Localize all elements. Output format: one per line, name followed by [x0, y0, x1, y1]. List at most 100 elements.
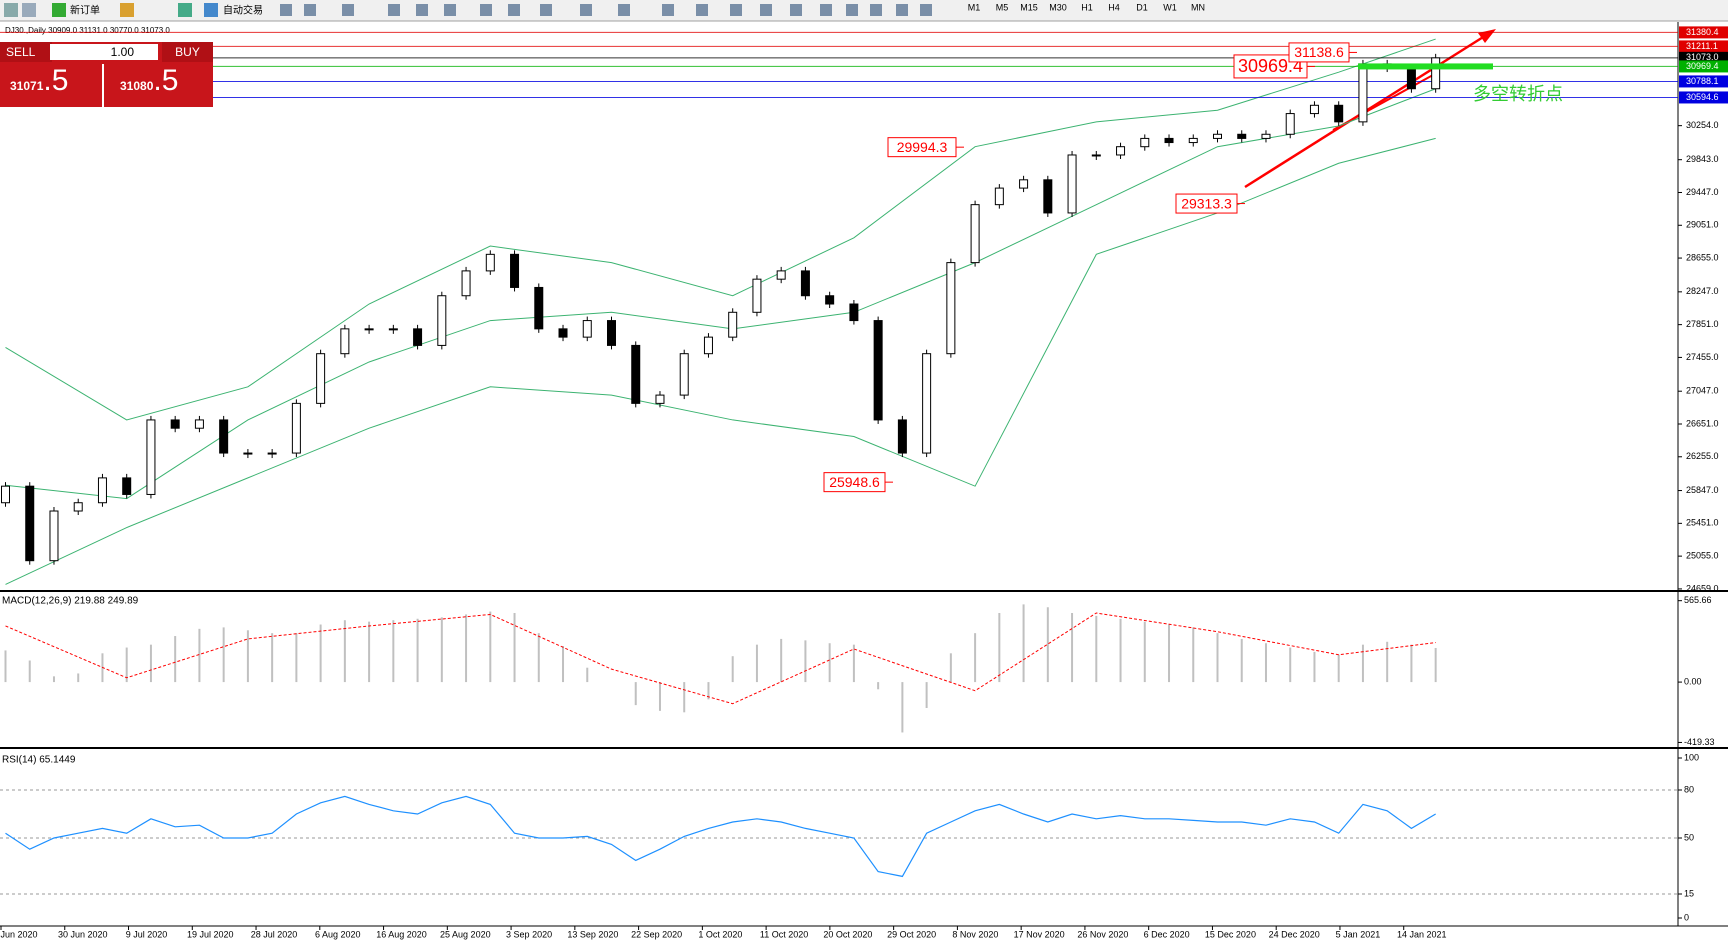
tool-icon[interactable] [304, 4, 316, 16]
tool-icon[interactable] [540, 4, 552, 16]
macd-bar [828, 643, 831, 683]
y-tick-label: 26651.0 [1686, 418, 1719, 428]
tool-icon[interactable] [846, 4, 858, 16]
candle [946, 262, 956, 355]
timeframe[interactable]: H4 [1108, 2, 1120, 12]
timeframe[interactable]: D1 [1136, 2, 1148, 12]
macd-bar [198, 628, 201, 683]
macd-bar [1361, 644, 1364, 683]
candle [679, 353, 689, 396]
x-tick-label: Jun 2020 [0, 929, 37, 939]
icon[interactable] [22, 3, 36, 17]
candle [1406, 67, 1416, 90]
candle [219, 419, 229, 454]
x-tick-label: 19 Jul 2020 [187, 929, 234, 939]
macd-bar [901, 682, 904, 733]
y-tick-label: 30254.0 [1686, 120, 1719, 130]
x-tick-label: 26 Nov 2020 [1077, 929, 1128, 939]
candle [825, 295, 835, 305]
macd-bar [440, 617, 443, 683]
candle [582, 320, 592, 338]
auto-trading[interactable]: 自动交易 [223, 4, 263, 17]
tool-icon[interactable] [920, 4, 932, 16]
candle [1188, 137, 1198, 144]
price-level-tag [1679, 26, 1728, 39]
icon[interactable] [120, 3, 134, 17]
macd-bar [634, 682, 637, 706]
x-tick-label: 25 Aug 2020 [440, 929, 491, 939]
timeframe[interactable]: M1 [968, 2, 981, 12]
macd-bar [1119, 618, 1122, 683]
macd-bar [586, 667, 589, 683]
tool-icon[interactable] [580, 4, 592, 16]
candle [1334, 104, 1344, 123]
candle [1309, 104, 1319, 115]
candle [994, 187, 1004, 206]
tool-icon[interactable] [896, 4, 908, 16]
timeframe[interactable]: M5 [996, 2, 1009, 12]
tool-icon[interactable] [760, 4, 772, 16]
candle [655, 394, 665, 404]
price-annotation: 29313.3 [1181, 195, 1232, 211]
tool-icon[interactable] [696, 4, 708, 16]
auto-trading-icon[interactable] [204, 3, 218, 17]
icon[interactable] [178, 3, 192, 17]
tool-icon[interactable] [280, 4, 292, 16]
price-annotation: 29994.3 [897, 139, 948, 155]
candle [1164, 137, 1174, 144]
timeframe[interactable]: M15 [1020, 2, 1038, 12]
x-tick-label: 3 Sep 2020 [506, 929, 552, 939]
price-level-tag [1679, 40, 1728, 53]
price-level-label: 31073.0 [1686, 52, 1719, 62]
tool-icon[interactable] [820, 4, 832, 16]
tool-icon[interactable] [342, 4, 354, 16]
x-tick-label: 14 Jan 2021 [1397, 929, 1447, 939]
timeframe[interactable]: W1 [1163, 2, 1177, 12]
tool-icon[interactable] [870, 4, 882, 16]
tool-icon[interactable] [508, 4, 520, 16]
macd-bar [77, 673, 80, 683]
tool-icons [280, 4, 932, 16]
sell-button[interactable]: SELL [0, 42, 52, 62]
candle [170, 419, 180, 429]
candle [73, 502, 83, 512]
macd-bar [731, 656, 734, 683]
tool-icon[interactable] [388, 4, 400, 16]
sell-price[interactable]: 31071.5 [0, 64, 104, 107]
macd-bar [52, 676, 55, 683]
timeframe[interactable]: H1 [1081, 2, 1093, 12]
timeframe[interactable]: M30 [1049, 2, 1067, 12]
new-order-icon[interactable] [52, 3, 66, 17]
sell-price-main: 31071 [10, 79, 44, 93]
price-annotation: 30969.4 [1238, 56, 1303, 76]
tool-icon[interactable] [662, 4, 674, 16]
x-tick-label: 5 Jan 2021 [1336, 929, 1381, 939]
candle [1431, 57, 1441, 90]
timeframe[interactable]: MN [1191, 2, 1205, 12]
tool-icon[interactable] [730, 4, 742, 16]
candle [922, 353, 932, 454]
tool-icon[interactable] [444, 4, 456, 16]
tool-icon[interactable] [480, 4, 492, 16]
macd-bar [1410, 644, 1413, 683]
new-order[interactable]: 新订单 [70, 4, 100, 17]
pivot-note: 多空转折点 [1473, 84, 1563, 104]
candle [267, 452, 277, 455]
tool-icon[interactable] [416, 4, 428, 16]
toolbar [0, 0, 1728, 21]
buy-button[interactable]: BUY [162, 42, 213, 62]
candle [243, 452, 253, 455]
sell-price-pip: .5 [43, 64, 69, 97]
macd-bar [852, 644, 855, 683]
macd-bar [1289, 647, 1292, 683]
candle [1140, 137, 1150, 148]
lot-input[interactable]: 1.00 [50, 44, 158, 60]
icon[interactable] [4, 3, 18, 17]
tool-icon[interactable] [618, 4, 630, 16]
x-tick-label: 13 Sep 2020 [567, 929, 618, 939]
buy-price[interactable]: 31080.5 [106, 64, 213, 107]
x-tick-label: 29 Oct 2020 [887, 929, 936, 939]
macd-bar [246, 630, 249, 683]
candle [291, 402, 301, 454]
tool-icon[interactable] [790, 4, 802, 16]
